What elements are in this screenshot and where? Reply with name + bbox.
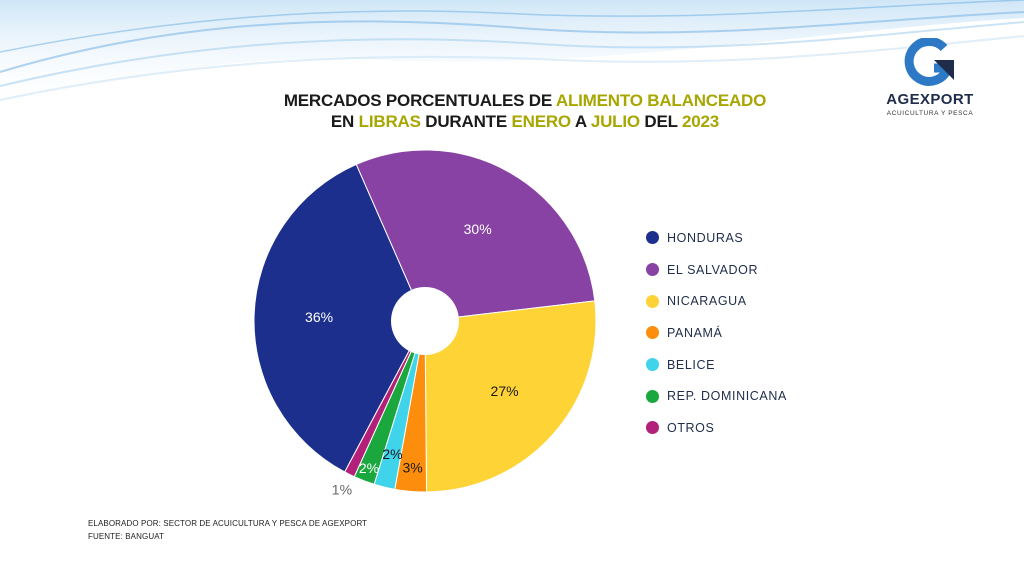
- logo-name: AGEXPORT: [886, 91, 974, 108]
- slice-label-otros: 1%: [332, 482, 352, 498]
- legend-swatch: [646, 326, 659, 340]
- header-wave-decoration: [0, 0, 1024, 110]
- legend-label: PANAMÁ: [667, 325, 723, 340]
- chart-title-line-2: EN LIBRAS DURANTE ENERO A JULIO DEL 2023: [250, 111, 800, 132]
- title-segment-highlight: JULIO: [590, 112, 640, 131]
- legend-swatch: [646, 358, 659, 372]
- pie-slices: [253, 149, 597, 493]
- title-segment-highlight: LIBRAS: [358, 112, 421, 131]
- title-segment: A: [570, 112, 591, 131]
- title-segment: DURANTE: [420, 112, 512, 131]
- legend-label: REP. DOMINICANA: [667, 389, 787, 404]
- legend-item-belice: BELICE: [646, 349, 787, 381]
- legend-swatch: [646, 294, 659, 308]
- title-segment: EN: [330, 112, 359, 131]
- pie-slice-nicaragua: [424, 300, 597, 493]
- title-segment-highlight: ALIMENTO BALANCEADO: [555, 91, 767, 110]
- pie-slice-honduras: [253, 163, 426, 473]
- legend-item-otros: OTROS: [646, 412, 787, 444]
- chart-title-line-1: MERCADOS PORCENTUALES DE ALIMENTO BALANC…: [250, 90, 800, 111]
- legend-label: EL SALVADOR: [667, 262, 759, 277]
- chart-legend: HONDURAS EL SALVADOR NICARAGUA PANAMÁ BELICE…: [646, 222, 787, 444]
- legend-label: OTROS: [667, 420, 715, 435]
- logo-subtitle: ACUICULTURA Y PESCA: [886, 110, 974, 117]
- legend-swatch: [646, 231, 659, 245]
- slice-label-honduras: 36%: [305, 309, 333, 325]
- legend-item-honduras: HONDURAS: [646, 222, 787, 254]
- footer-credit: ELABORADO POR: SECTOR DE ACUICULTURA Y P…: [88, 519, 368, 528]
- pie-slice-otros: [344, 320, 426, 478]
- title-segment: MERCADOS PORCENTUALES DE: [283, 91, 556, 110]
- legend-item-el-salvador: EL SALVADOR: [646, 254, 787, 286]
- legend-item-panama: PANAMÁ: [646, 317, 787, 349]
- agexport-g-arrow-icon: [904, 38, 955, 86]
- slice-label-belice: 2%: [382, 446, 402, 462]
- title-segment-highlight: ENERO: [511, 112, 572, 131]
- slice-label-nicaragua: 27%: [491, 383, 519, 399]
- legend-item-rep-dominicana: REP. DOMINICANA: [646, 380, 787, 412]
- footer-source: FUENTE: BANGUAT: [88, 532, 165, 541]
- agexport-logo: AGEXPORT ACUICULTURA Y PESCA: [880, 38, 980, 117]
- legend-label: BELICE: [667, 357, 716, 372]
- legend-label: NICARAGUA: [667, 294, 747, 309]
- legend-swatch: [646, 263, 659, 277]
- chart-title: MERCADOS PORCENTUALES DE ALIMENTO BALANC…: [250, 90, 800, 132]
- legend-swatch: [646, 421, 659, 435]
- slice-label-el-salvador: 30%: [464, 221, 492, 237]
- pie-slice-labels: 36%30%27%3%2%2%1%: [305, 221, 519, 498]
- legend-swatch: [646, 389, 659, 403]
- donut-hole: [391, 287, 459, 355]
- slice-label-panama: 3%: [402, 460, 422, 476]
- legend-item-nicaragua: NICARAGUA: [646, 285, 787, 317]
- legend-label: HONDURAS: [667, 230, 744, 245]
- footer-notes: ELABORADO POR: SECTOR DE ACUICULTURA Y P…: [88, 517, 367, 543]
- slice-label-rep-dominicana: 2%: [359, 460, 379, 476]
- pie-slice-el-salvador: [355, 149, 596, 322]
- title-segment-highlight: 2023: [682, 112, 720, 131]
- title-segment: DEL: [639, 112, 683, 131]
